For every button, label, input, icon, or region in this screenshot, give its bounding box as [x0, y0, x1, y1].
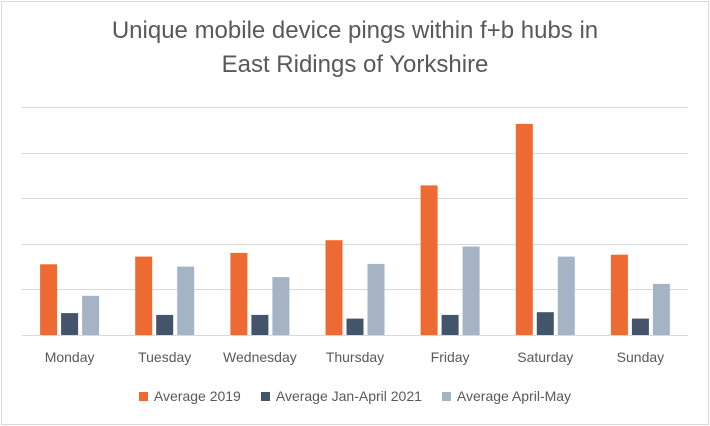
bar-tuesday-series-2: [156, 314, 174, 335]
legend-item-series-3: Average April-May: [441, 388, 572, 404]
bar-wednesday-series-3: [272, 277, 290, 335]
chart-title: Unique mobile device pings within f+b hu…: [0, 14, 710, 82]
legend-swatch: [138, 391, 148, 401]
legend-swatch: [260, 391, 270, 401]
bar-friday-series-3: [462, 246, 480, 335]
chart-title-line-1: Unique mobile device pings within f+b hu…: [111, 17, 599, 44]
bar-saturday-series-3: [557, 256, 575, 335]
bar-monday-series-3: [82, 295, 100, 335]
bar-friday-series-2: [441, 314, 459, 335]
bars: [40, 123, 670, 336]
x-tick-label-friday: Friday: [431, 349, 470, 365]
legend-item-series-1: Average 2019: [138, 388, 241, 404]
bar-saturday-series-2: [536, 312, 554, 335]
bar-sunday-series-1: [610, 254, 628, 335]
x-tick-label-monday: Monday: [45, 349, 95, 365]
chart-title-line-2: East Ridings of Yorkshire: [221, 51, 489, 78]
bar-thursday-series-2: [346, 318, 364, 335]
bar-thursday-series-3: [367, 263, 385, 335]
x-tick-label-saturday: Saturday: [517, 349, 573, 365]
x-tick-label-sunday: Sunday: [617, 349, 664, 365]
bar-tuesday-series-3: [177, 266, 195, 335]
bar-tuesday-series-1: [135, 256, 153, 335]
bar-sunday-series-3: [652, 283, 670, 335]
gridlines: [22, 107, 688, 336]
x-tick-label-thursday: Thursday: [326, 349, 384, 365]
bar-saturday-series-1: [515, 123, 533, 336]
legend-label: Average April-May: [456, 388, 572, 404]
bar-friday-series-1: [420, 185, 438, 335]
legend-label: Average Jan-April 2021: [275, 388, 422, 404]
x-tick-labels: Monday Tuesday Wednesday Thursday Friday Satu…: [45, 349, 664, 365]
legend-label: Average 2019: [153, 388, 241, 404]
x-tick-label-wednesday: Wednesday: [223, 349, 297, 365]
bar-sunday-series-2: [631, 318, 649, 335]
legend-item-series-2: Average Jan-April 2021: [260, 388, 422, 404]
bar-monday-series-2: [61, 313, 79, 335]
legend-swatch: [441, 391, 451, 401]
bar-wednesday-series-2: [251, 314, 269, 335]
x-tick-label-tuesday: Tuesday: [138, 349, 191, 365]
bar-monday-series-1: [40, 264, 58, 335]
legend: Average 2019 Average Jan-April 2021 Averag…: [0, 386, 710, 406]
bar-thursday-series-1: [325, 240, 343, 335]
bar-wednesday-series-1: [230, 252, 248, 335]
